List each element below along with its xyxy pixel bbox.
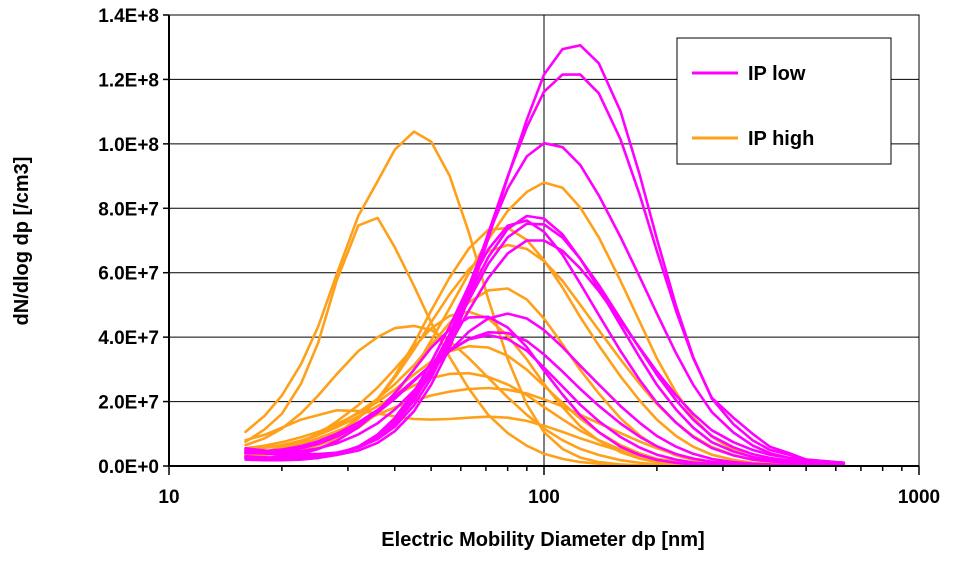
axes — [163, 14, 920, 475]
x-tick-label: 100 — [528, 487, 560, 508]
y-tick-label: 4.0E+7 — [98, 328, 159, 349]
legend-box — [676, 37, 892, 165]
x-axis-title: Electric Mobility Diameter dp [nm] — [381, 529, 704, 551]
y-tick-label: 1.2E+8 — [98, 70, 159, 91]
tick-labels: 0.0E+0 2.0E+7 4.0E+7 6.0E+7 8.0E+7 1.0E+8 1.2E… — [98, 6, 940, 508]
y-tick-label: 8.0E+7 — [98, 199, 159, 220]
legend: IP low IP high — [676, 37, 892, 165]
y-tick-label: 1.0E+8 — [98, 135, 159, 156]
series-line-ip-low-6 — [244, 222, 846, 466]
y-tick-label: 1.4E+8 — [98, 6, 159, 27]
y-tick-label: 6.0E+7 — [98, 264, 159, 285]
x-tick-label: 10 — [158, 487, 179, 508]
x-tick-label: 1000 — [898, 487, 940, 508]
y-tick-label: 0.0E+0 — [98, 457, 159, 478]
legend-label-ip-high: IP high — [748, 128, 814, 150]
legend-label-ip-low: IP low — [748, 63, 806, 85]
y-tick-label: 2.0E+7 — [98, 393, 159, 414]
y-axis-title: dN/dlog dp [/cm3] — [11, 157, 33, 326]
series-line-ip-low-10 — [244, 312, 846, 468]
